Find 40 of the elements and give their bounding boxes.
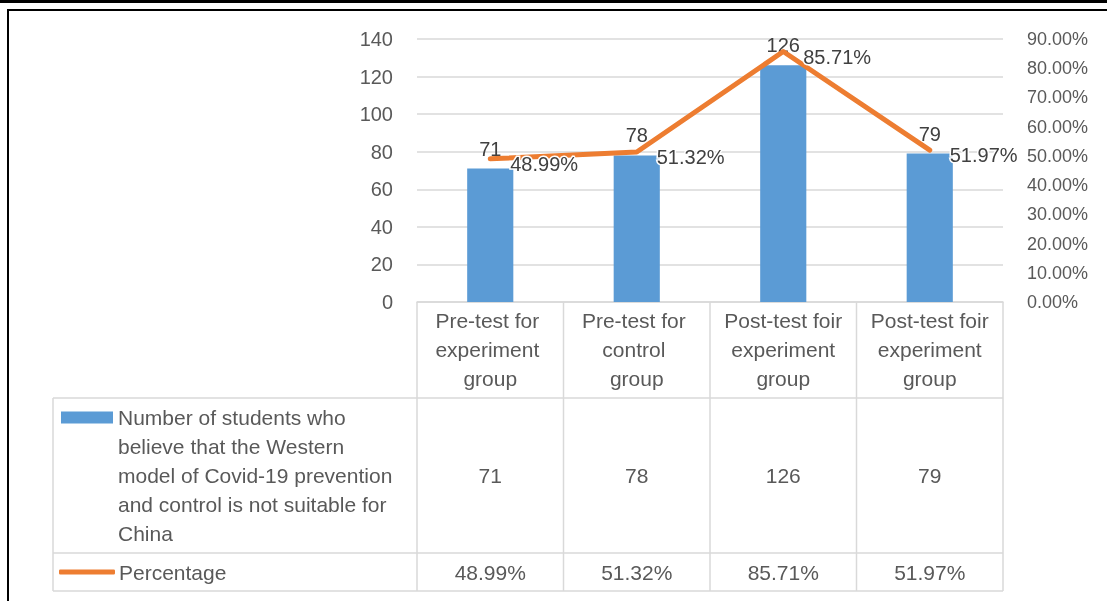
y2-tick-label: 70.00%: [1027, 87, 1089, 108]
y2-tick-label: 60.00%: [1027, 116, 1089, 137]
legend-label: Number of students who believe that the Western model of Covid-19 prevention and control is not suitable for China: [118, 406, 399, 545]
y-tick-label: 60: [370, 178, 393, 201]
text: 71: [479, 137, 502, 160]
text: 78: [625, 124, 648, 147]
y-tick-label: 80: [370, 140, 393, 163]
y-tick-label: 100: [359, 103, 393, 126]
legend-label: Percentage: [119, 560, 227, 584]
y-tick-label: 40: [370, 215, 393, 238]
x-tick-label: Post-test foir experiment group: [724, 309, 843, 390]
text: 51.97%: [949, 144, 1018, 167]
data-label: 71: [478, 464, 502, 487]
data-label: 51.97%: [894, 560, 966, 584]
text: 79: [918, 122, 941, 145]
data-label: 126: [765, 464, 801, 487]
y-tick-label: 20: [370, 253, 393, 276]
y-tick-label: 0: [381, 291, 393, 313]
y2-tick-label: 30.00%: [1027, 204, 1089, 225]
text: 51.32%: [656, 146, 725, 169]
data-label: 85.71%: [747, 560, 819, 584]
y2-tick-label: 10.00%: [1027, 262, 1089, 283]
y2-tick-label: 20.00%: [1027, 233, 1089, 254]
data-label: 51.32%: [601, 560, 673, 584]
data-label: 48.99%: [454, 560, 526, 584]
data-label: 79: [918, 464, 942, 487]
y-tick-label: 140: [359, 28, 393, 50]
y-tick-label: 120: [359, 65, 393, 88]
bar: [760, 65, 807, 302]
text: 85.71%: [803, 45, 872, 68]
y2-tick-label: 40.00%: [1027, 175, 1089, 196]
text: 48.99%: [510, 152, 579, 175]
y2-tick-label: 80.00%: [1027, 58, 1089, 79]
y2-tick-label: 90.00%: [1027, 29, 1089, 49]
data-label: 78: [625, 464, 649, 487]
y2-tick-label: 0.00%: [1027, 292, 1079, 312]
x-tick-label: Post-test foir experiment group: [870, 309, 989, 390]
x-tick-label: Pre-test for experiment group: [435, 309, 546, 390]
x-tick-label: Pre-test for control group: [581, 309, 692, 390]
y2-tick-label: 50.00%: [1027, 145, 1089, 166]
